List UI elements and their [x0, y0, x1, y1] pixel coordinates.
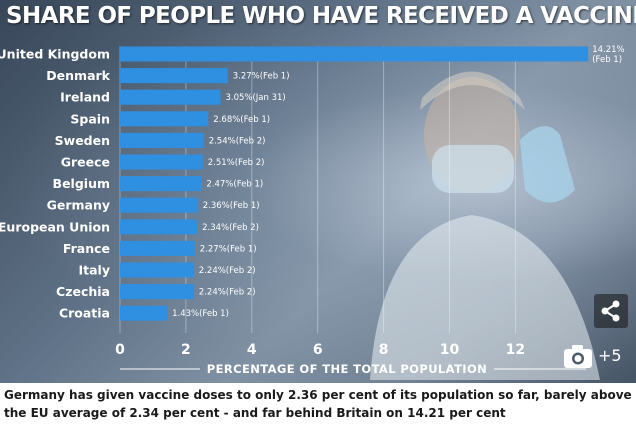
bar — [120, 305, 168, 321]
bar — [120, 68, 228, 84]
bar — [120, 197, 198, 213]
value-label: 2.34%(Feb 2) — [202, 223, 259, 233]
category-label: Greece — [61, 155, 110, 170]
bar — [120, 111, 209, 127]
bar — [120, 89, 221, 105]
category-label: Czechia — [56, 284, 110, 299]
value-label: 2.47%(Feb 1) — [206, 180, 263, 190]
bar — [120, 284, 194, 300]
category-labels: United Kingdom Denmark Ireland Spain Sweden G… — [0, 47, 111, 321]
value-label: 3.05%(Jan 31) — [225, 93, 285, 103]
category-label: European Union — [0, 219, 110, 234]
gallery-count: +5 — [598, 346, 622, 365]
value-label: 3.27%(Feb 1) — [233, 72, 290, 82]
x-tick-label: 2 — [181, 342, 191, 358]
bar — [120, 46, 589, 62]
category-label: Spain — [70, 111, 110, 126]
category-label: France — [63, 241, 110, 256]
value-label: 2.24%(Feb 2) — [199, 266, 256, 276]
bar — [120, 176, 202, 192]
x-tick-label: 12 — [506, 342, 525, 358]
bar — [120, 132, 204, 148]
value-label: 2.68%(Feb 1) — [213, 115, 270, 125]
x-axis-title: PERCENTAGE OF THE TOTAL POPULATION — [207, 362, 487, 376]
chart-figure: SHARE OF PEOPLE WHO HAVE RECEIVED A VACC… — [0, 0, 636, 383]
category-label: Denmark — [46, 68, 110, 83]
category-label: Sweden — [55, 133, 110, 148]
background-photo-figure — [370, 71, 600, 380]
camera-icon — [564, 345, 592, 368]
gallery-button[interactable]: +5 — [560, 340, 632, 374]
category-label: Ireland — [60, 90, 110, 105]
category-label: Croatia — [59, 306, 110, 321]
chart-title: SHARE OF PEOPLE WHO HAVE RECEIVED A VACC… — [6, 3, 636, 29]
share-icon — [601, 300, 620, 322]
x-tick-label: 6 — [313, 342, 323, 358]
bar — [120, 154, 203, 170]
category-label: United Kingdom — [0, 47, 110, 62]
value-label: 2.36%(Feb 1) — [203, 201, 260, 211]
bar — [120, 262, 194, 278]
x-tick-label: 10 — [440, 342, 460, 358]
value-label: 1.43%(Feb 1) — [172, 309, 229, 319]
category-label: Italy — [79, 263, 111, 278]
value-label: 2.27%(Feb 1) — [200, 244, 257, 254]
bar-chart: United Kingdom Denmark Ireland Spain Sweden G… — [0, 45, 625, 376]
category-label: Belgium — [53, 176, 110, 191]
value-labels: 14.21%(Feb 1) 3.27%(Feb 1) 3.05%(Jan 31) 2.… — [172, 45, 625, 319]
share-button[interactable] — [594, 294, 628, 328]
value-label: 2.24%(Feb 2) — [199, 288, 256, 298]
value-label: 2.51%(Feb 2) — [208, 158, 265, 168]
value-label: 2.54%(Feb 2) — [209, 136, 266, 146]
bar — [120, 240, 195, 256]
x-tick-labels: 0 2 4 6 8 10 12 — [115, 342, 525, 358]
x-tick-label: 4 — [247, 342, 257, 358]
category-label: Germany — [47, 198, 110, 213]
bar — [120, 219, 198, 235]
caption: Germany has given vaccine doses to only … — [4, 388, 632, 420]
x-tick-label: 0 — [115, 342, 125, 358]
value-label-date: (Feb 1) — [592, 55, 622, 65]
bars — [120, 46, 589, 321]
x-tick-label: 8 — [379, 342, 389, 358]
value-label: 14.21% — [592, 45, 624, 55]
